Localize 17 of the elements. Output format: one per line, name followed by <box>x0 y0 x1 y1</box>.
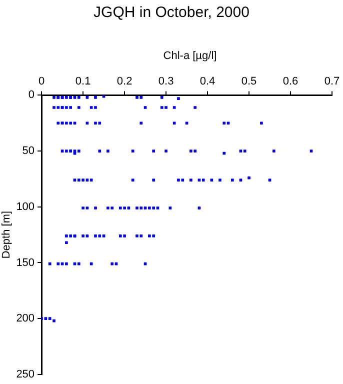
x-tick-label: 0.4 <box>200 76 216 88</box>
x-tick-label: 0.3 <box>158 76 174 88</box>
y-tick-label: 0 <box>28 89 35 102</box>
y-tick-label: 250 <box>16 368 35 380</box>
x-tick-label: 0 <box>38 76 45 88</box>
y-tick-label: 150 <box>16 256 35 269</box>
y-tick-label: 50 <box>22 145 35 158</box>
x-tick-label: 0.2 <box>116 76 132 88</box>
x-tick-label: 0.6 <box>282 76 298 88</box>
x-axis-title: Chl-a [µg/l] <box>162 50 218 62</box>
chart-title: JGQH in October, 2000 <box>92 4 250 21</box>
y-tick-label: 200 <box>16 312 35 325</box>
x-tick-label: 0.7 <box>324 76 340 88</box>
x-tick-label: 0.1 <box>75 76 91 88</box>
x-tick-label: 0.5 <box>241 76 257 88</box>
y-axis-title: Depth [m] <box>0 210 13 259</box>
y-tick-label: 100 <box>16 200 35 213</box>
